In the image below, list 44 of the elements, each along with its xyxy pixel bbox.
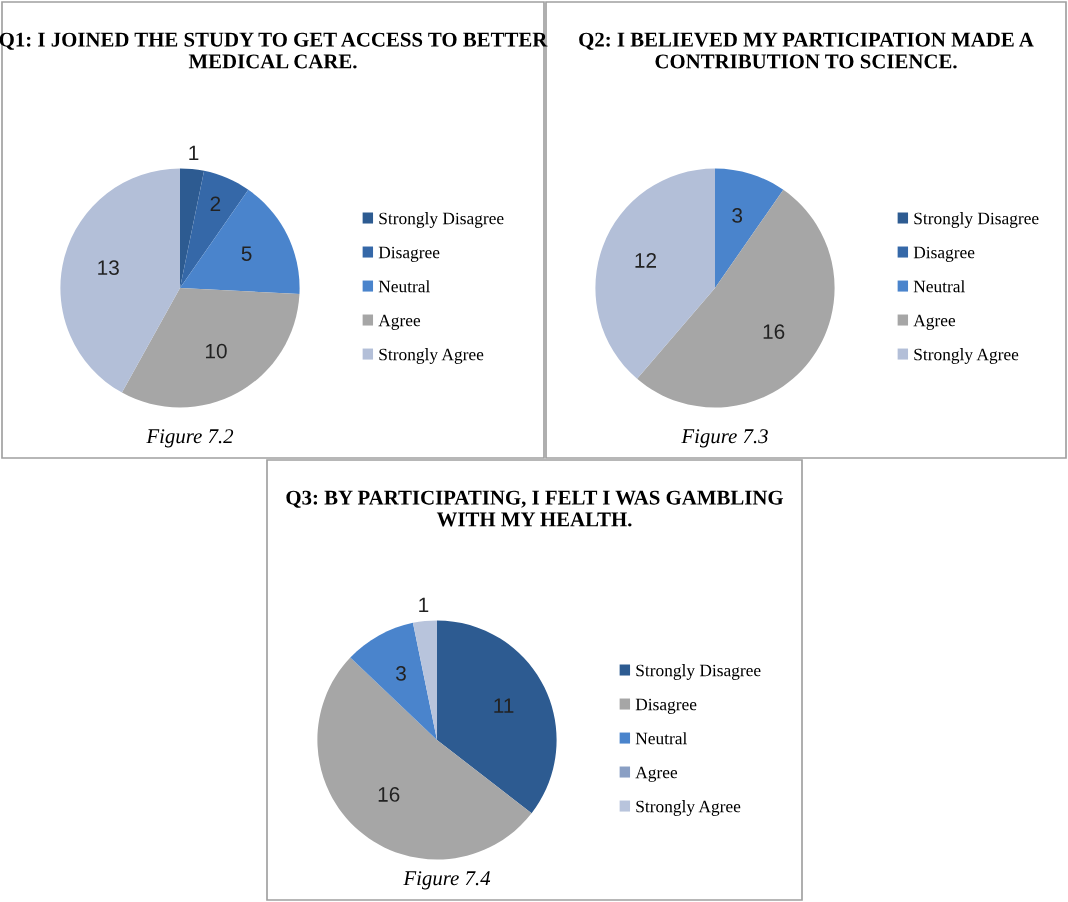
legend-label: Strongly Disagree	[636, 664, 761, 680]
legend-label: Disagree	[378, 246, 440, 262]
data-label: 3	[732, 208, 743, 223]
legend-label: Strongly Agree	[914, 348, 1019, 364]
pie-slice	[412, 620, 437, 740]
pie-slice	[317, 657, 532, 860]
pie-slice	[437, 620, 557, 814]
legend-label: Neutral	[913, 280, 965, 293]
pie-slice	[180, 189, 300, 295]
pie-slice	[637, 189, 835, 408]
legend-label: Strongly Agree	[636, 800, 741, 816]
data-label: 13	[98, 260, 119, 275]
chart-title: Q1: I JOINED THE STUDY TO GET ACCESS TO BETTER MEDICAL CARE.	[0, 32, 548, 69]
legend-label: Strongly Disagree	[914, 212, 1039, 228]
data-label: 10	[205, 343, 227, 359]
legend-label: Disagree	[913, 246, 975, 262]
legend-label: Strongly Agree	[379, 348, 484, 364]
legend-label: Agree	[913, 314, 956, 330]
data-label: 3	[396, 666, 406, 681]
chart-title: Q3: BY PARTICIPATING, I FELT I WAS GAMBLING WITH MY HEALTH.	[286, 490, 784, 527]
legend-label: Agree	[635, 766, 678, 782]
pie-slice	[595, 168, 715, 379]
pie-slice	[60, 168, 180, 393]
legend-label: Neutral	[635, 732, 687, 745]
data-label: 12	[635, 253, 656, 268]
data-label: 2	[210, 196, 221, 211]
pie-slice	[180, 168, 205, 288]
pie-slice	[350, 622, 437, 740]
data-label: 16	[763, 324, 785, 339]
pie-slice	[715, 168, 784, 288]
caption: Figure 7.3	[681, 429, 768, 448]
legend-label: Strongly Disagree	[379, 212, 504, 228]
caption: Figure 7.4	[403, 871, 491, 890]
chart-title: Q2: I BELIEVED MY PARTICIPATION MADE A CONTRIBUTION TO SCIENCE.	[579, 32, 1034, 69]
data-label: 11	[494, 698, 514, 713]
legend-label: Neutral	[378, 280, 430, 293]
data-label: 16	[378, 787, 400, 802]
legend-label: Disagree	[635, 698, 697, 714]
data-label: 1	[419, 597, 429, 613]
legend-label: Agree	[378, 314, 421, 330]
data-label: 1	[189, 145, 199, 161]
pie-slice	[121, 288, 300, 408]
data-label: 5	[241, 246, 252, 261]
caption: Figure 7.2	[146, 429, 234, 448]
